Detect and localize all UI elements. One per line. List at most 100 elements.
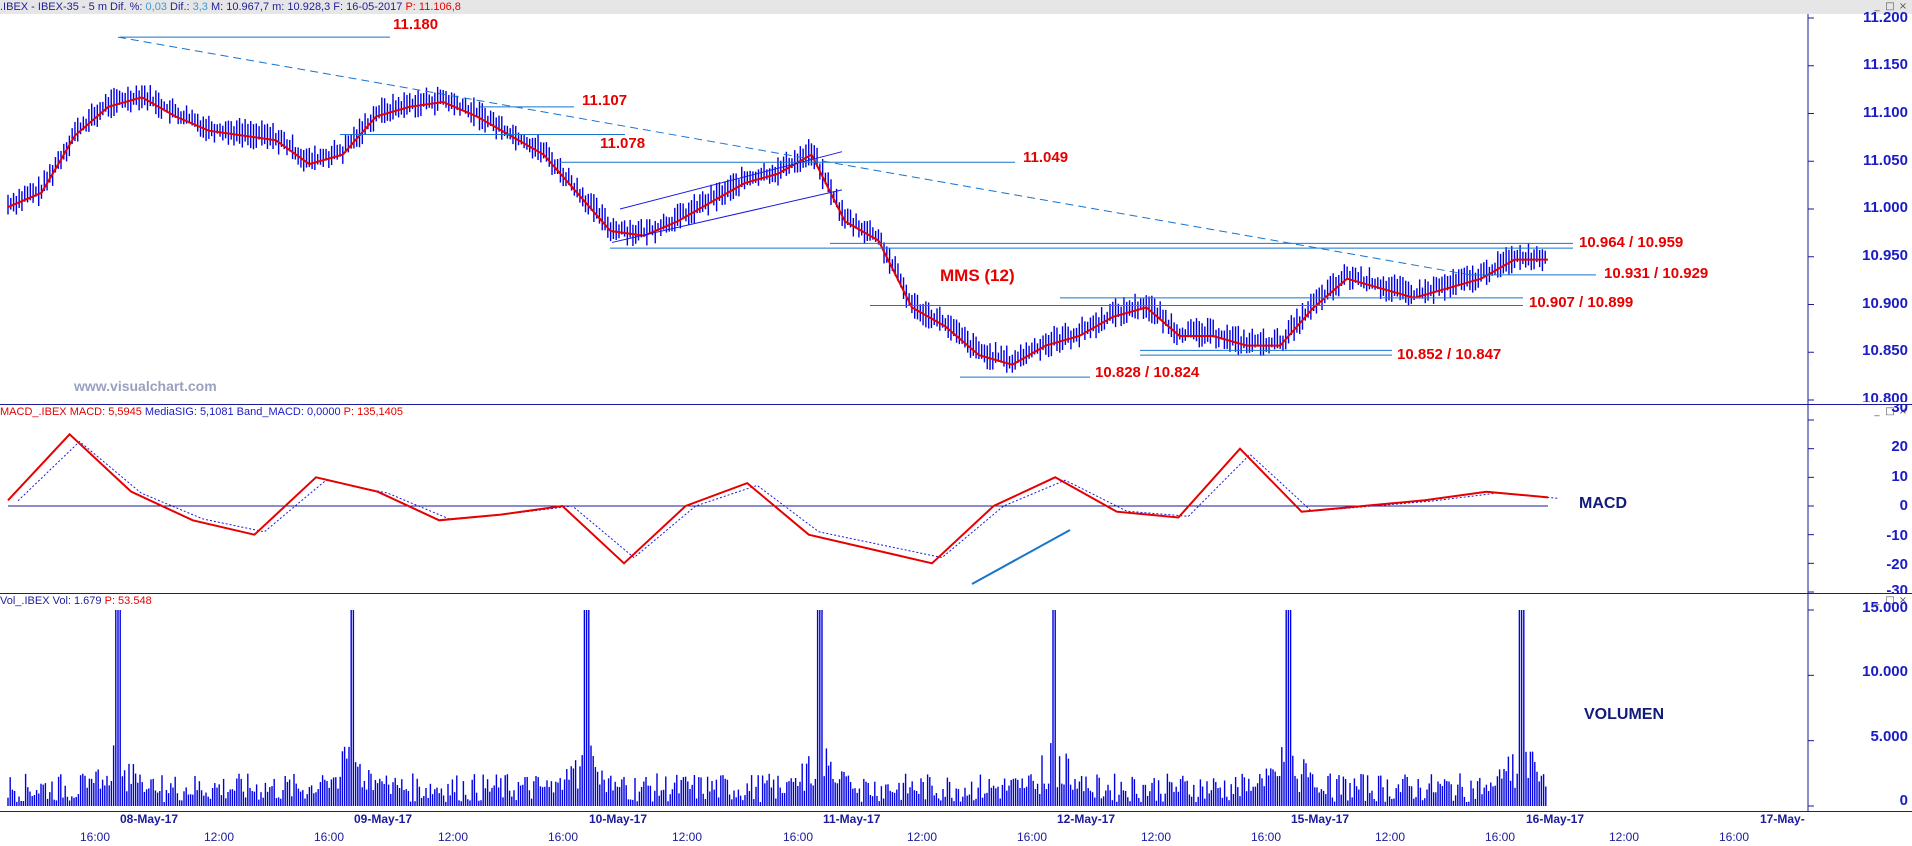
- x-axis: 08-May-17 09-May-17 10-May-17 11-May-17 …: [0, 812, 1912, 846]
- volume-y-axis: 15.000 10.000 5.000 0: [1808, 594, 1908, 814]
- macd-tick: -30: [1886, 582, 1908, 593]
- close-icon[interactable]: ×: [1898, 595, 1908, 606]
- dif-value: 3,3: [192, 1, 208, 13]
- date-label: 08-May-17: [120, 812, 179, 826]
- date-label: 09-May-17: [354, 812, 413, 826]
- macd-line: [7, 432, 1549, 565]
- time-label: 12:00: [1141, 830, 1172, 844]
- time-label: 16:00: [80, 830, 111, 844]
- price-tick: 11.150: [1862, 56, 1908, 73]
- price-window-buttons: _ □ ×: [1872, 0, 1908, 14]
- level-10931: 10.931 / 10.929: [1604, 265, 1709, 282]
- date-label: 17-May-: [1760, 812, 1805, 826]
- macd-tick: 30: [1891, 405, 1908, 416]
- max-value: M: 10.967,7: [210, 1, 270, 13]
- volume-label: VOLUMEN: [1584, 706, 1664, 723]
- price-tick: 10.850: [1862, 342, 1908, 359]
- mms-label: MMS (12): [940, 266, 1015, 285]
- date-label: 10-May-17: [589, 812, 648, 826]
- vol-p: P: 53.548: [104, 595, 152, 607]
- price-y-axis: 11.200 11.150 11.100 11.050 11.000 10.95…: [1808, 0, 1908, 404]
- date-label: 15-May-17: [1291, 812, 1350, 826]
- macd-tick: 10: [1891, 468, 1908, 485]
- date-value: F: 16-05-2017: [333, 1, 403, 13]
- price-tick: 11.050: [1862, 152, 1908, 169]
- macd-tick: -20: [1886, 556, 1908, 573]
- vol-value: Vol: 1.679: [52, 595, 102, 607]
- dif-pct-value: 0,03: [145, 1, 167, 13]
- price-panel-header: .IBEX - IBEX-35 - 5 m Dif. %: 0,03 Dif.:…: [0, 0, 1912, 14]
- macd-tick: 0: [1899, 497, 1908, 514]
- price-tick: 10.800: [1862, 390, 1908, 407]
- watermark: www.visualchart.com: [74, 378, 217, 394]
- minimize-icon[interactable]: _: [1874, 1, 1880, 12]
- time-label: 12:00: [204, 830, 235, 844]
- macd-tick: -10: [1886, 527, 1908, 544]
- level-10907: 10.907 / 10.899: [1529, 294, 1634, 311]
- channel-lower: [611, 189, 843, 243]
- macd-name: MACD_.IBEX: [0, 406, 67, 418]
- volume-tick: 5.000: [1870, 728, 1908, 745]
- minimize-icon[interactable]: _: [1874, 595, 1880, 606]
- volume-tick: 15.000: [1862, 599, 1908, 616]
- panel-divider[interactable]: [0, 404, 1912, 405]
- macd-p: P: 135,1405: [343, 406, 404, 418]
- dif-label: Dif.:: [170, 1, 190, 13]
- level-11078: 11.078: [600, 135, 646, 152]
- minimize-icon[interactable]: _: [1874, 406, 1880, 417]
- volume-window-buttons: _ □ ×: [1872, 594, 1908, 608]
- macd-band: Band_MACD: 0,0000: [236, 406, 341, 418]
- price-tick: 11.000: [1862, 199, 1908, 216]
- level-10828: 10.828 / 10.824: [1095, 364, 1200, 381]
- last-value: P: 11.106,8: [405, 1, 461, 13]
- price-tick: 10.950: [1862, 247, 1908, 264]
- date-label: 16-May-17: [1526, 812, 1585, 826]
- macd-panel-header: MACD_.IBEX MACD: 5,5945 MediaSIG: 5,1081…: [0, 405, 1912, 419]
- close-icon[interactable]: ×: [1898, 406, 1908, 417]
- maximize-icon[interactable]: □: [1885, 406, 1895, 417]
- time-label: 16:00: [783, 830, 814, 844]
- volume-panel-header: Vol_.IBEX Vol: 1.679 P: 53.548 _ □ ×: [0, 594, 1912, 608]
- trendline: [117, 36, 1471, 276]
- time-label: 12:00: [1609, 830, 1640, 844]
- maximize-icon[interactable]: □: [1885, 595, 1895, 606]
- time-label: 16:00: [548, 830, 579, 844]
- time-label: 16:00: [1017, 830, 1048, 844]
- maximize-icon[interactable]: □: [1885, 1, 1895, 12]
- price-tick: 11.100: [1862, 104, 1908, 121]
- time-label: 12:00: [672, 830, 703, 844]
- macd-y-axis: 30 20 10 0 -10 -20 -30: [1808, 405, 1908, 593]
- time-label: 16:00: [1485, 830, 1516, 844]
- min-value: m: 10.928,3: [272, 1, 331, 13]
- price-tick: 11.200: [1862, 9, 1908, 26]
- macd-window-buttons: _ □ ×: [1872, 405, 1908, 419]
- macd-signal: MediaSIG: 5,1081: [144, 406, 234, 418]
- level-11107: 11.107: [582, 92, 628, 109]
- dif-pct-label: Dif. %:: [110, 1, 143, 13]
- symbol-label: .IBEX - IBEX-35 - 5 m: [0, 1, 107, 13]
- macd-signal-line: [17, 440, 1559, 559]
- time-label: 16:00: [314, 830, 345, 844]
- vol-name: Vol_.IBEX: [0, 595, 50, 607]
- level-10852: 10.852 / 10.847: [1397, 346, 1502, 363]
- volume-tick: 0: [1899, 792, 1908, 809]
- x-axis-line: [0, 811, 1912, 812]
- time-label: 16:00: [1719, 830, 1750, 844]
- time-label: 16:00: [1251, 830, 1282, 844]
- time-label: 12:00: [1375, 830, 1406, 844]
- level-11049: 11.049: [1023, 149, 1069, 166]
- macd-label: MACD: [1579, 495, 1627, 512]
- macd-value: MACD: 5,5945: [69, 406, 142, 418]
- time-label: 12:00: [438, 830, 469, 844]
- level-11180: 11.180: [393, 16, 439, 33]
- close-icon[interactable]: ×: [1898, 1, 1908, 12]
- macd-tick: 20: [1891, 438, 1908, 455]
- volume-tick: 10.000: [1862, 663, 1908, 680]
- channel-upper: [619, 151, 843, 210]
- time-label: 12:00: [907, 830, 938, 844]
- date-label: 11-May-17: [823, 812, 881, 826]
- panel-divider[interactable]: [0, 593, 1912, 594]
- mms-line: [7, 96, 1548, 366]
- price-tick: 10.900: [1862, 295, 1908, 312]
